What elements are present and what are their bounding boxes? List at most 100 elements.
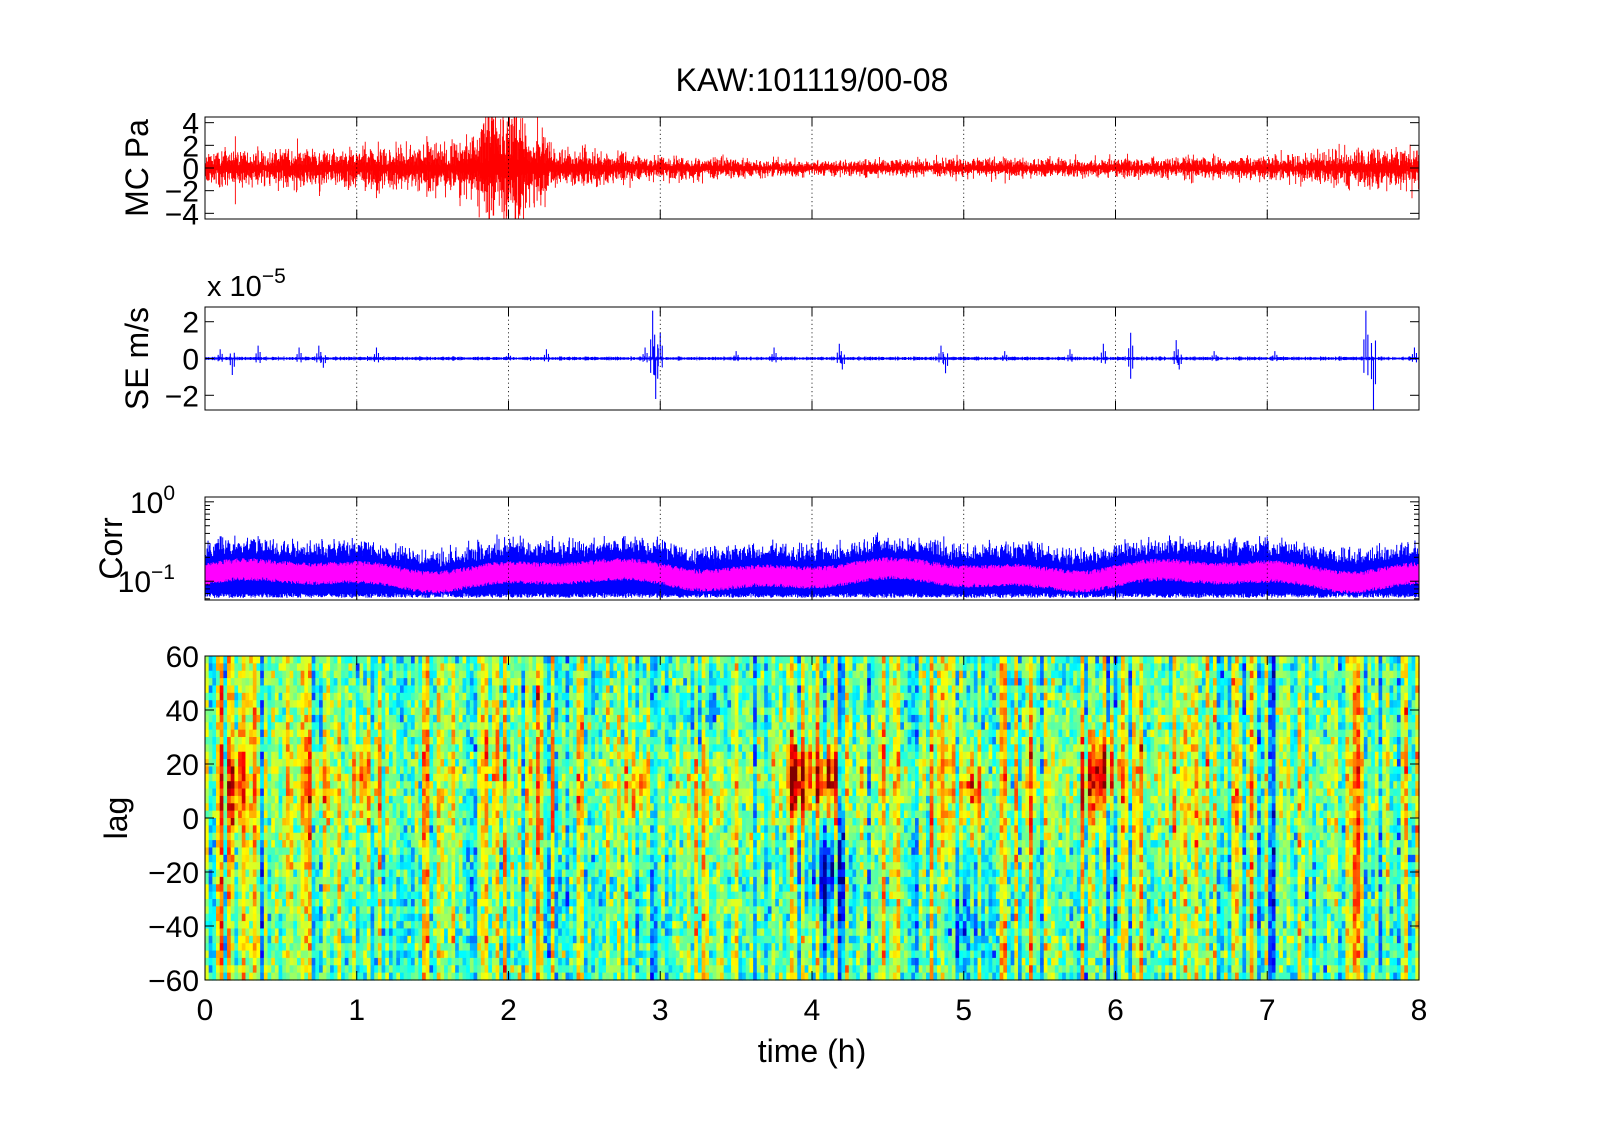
heatmap-cell	[403, 921, 408, 930]
heatmap-cell	[411, 803, 416, 812]
heatmap-cell	[319, 810, 324, 819]
heatmap-cell	[399, 678, 405, 687]
heatmap-cell	[536, 935, 541, 944]
heatmap-cell	[304, 913, 309, 922]
heatmap-cell	[300, 810, 305, 819]
heatmap-cell	[326, 656, 331, 664]
heatmap-cell	[458, 899, 464, 907]
heatmap-cell	[271, 884, 276, 893]
heatmap-cell	[418, 899, 423, 907]
heatmap-cell	[385, 840, 390, 849]
heatmap-cell	[282, 921, 287, 930]
heatmap-cell	[569, 943, 574, 952]
heatmap-cell	[425, 825, 431, 834]
heatmap-cell	[260, 965, 265, 974]
heatmap-cell	[580, 862, 585, 871]
heatmap-cell	[466, 759, 471, 768]
heatmap-cell	[241, 957, 247, 966]
heatmap-cell	[348, 700, 353, 709]
heatmap-cell	[514, 869, 519, 878]
heatmap-cell	[223, 847, 228, 856]
heatmap-cell	[477, 670, 482, 679]
heatmap-cell	[263, 891, 269, 900]
heatmap-cell	[245, 913, 250, 922]
heatmap-cell	[598, 935, 603, 944]
heatmap-cell	[289, 965, 294, 974]
heatmap-cell	[223, 965, 228, 974]
heatmap-cell	[352, 818, 357, 826]
heatmap-cell	[451, 965, 456, 974]
heatmap-cell	[550, 825, 556, 834]
heatmap-cell	[425, 840, 431, 849]
heatmap-cell	[396, 818, 401, 826]
heatmap-cell	[256, 899, 261, 907]
heatmap-cell	[241, 876, 247, 885]
heatmap-cell	[469, 766, 475, 775]
heatmap-cell	[514, 935, 519, 944]
heatmap-cell	[473, 869, 478, 878]
heatmap-cell	[550, 678, 556, 687]
heatmap-cell	[576, 803, 581, 812]
heatmap-cell	[598, 921, 603, 930]
heatmap-cell	[594, 950, 600, 959]
heatmap-cell	[521, 906, 526, 915]
heatmap-cell	[330, 913, 335, 922]
heatmap-cell	[396, 781, 401, 790]
heatmap-cell	[304, 972, 309, 981]
heatmap-cell	[510, 678, 515, 687]
heatmap-cell	[374, 707, 379, 716]
heatmap-cell	[491, 869, 497, 878]
heatmap-cell	[558, 965, 563, 974]
heatmap-cell	[223, 803, 228, 812]
heatmap-cell	[241, 678, 247, 687]
heatmap-cell	[536, 678, 541, 687]
heatmap-cell	[525, 832, 530, 841]
heatmap-cell	[330, 921, 335, 930]
heatmap-cell	[480, 751, 486, 760]
heatmap-cell	[205, 818, 210, 826]
heatmap-cell	[337, 950, 342, 959]
heatmap-cell	[499, 781, 504, 790]
heatmap-cell	[565, 803, 570, 812]
heatmap-cell	[451, 832, 456, 841]
heatmap-cell	[319, 891, 324, 900]
heatmap-cell	[234, 862, 239, 871]
heatmap-cell	[278, 840, 283, 849]
heatmap-cell	[249, 729, 254, 738]
heatmap-cell	[333, 862, 339, 871]
heatmap-cell	[594, 737, 600, 745]
heatmap-cell	[433, 818, 438, 826]
heatmap-cell	[528, 921, 534, 930]
heatmap-cell	[411, 943, 416, 952]
heatmap-cell	[396, 832, 401, 841]
heatmap-cell	[403, 744, 408, 753]
heatmap-cell	[547, 832, 552, 841]
heatmap-cell	[418, 692, 423, 701]
heatmap-cell	[576, 847, 581, 856]
heatmap-cell	[223, 943, 228, 952]
heatmap-cell	[311, 899, 316, 907]
heatmap-cell	[591, 685, 596, 694]
heatmap-cell	[510, 714, 515, 723]
heatmap-cell	[359, 729, 364, 738]
heatmap-cell	[602, 943, 607, 952]
heatmap-cell	[532, 781, 537, 790]
heatmap-cell	[344, 921, 350, 930]
heatmap-cell	[330, 847, 335, 856]
heatmap-cell	[293, 862, 298, 871]
heatmap-cell	[278, 722, 283, 731]
heatmap-cell	[208, 685, 213, 694]
heatmap-cell	[370, 692, 375, 701]
heatmap-cell	[587, 803, 592, 812]
heatmap-cell	[385, 722, 390, 731]
heatmap-cell	[285, 906, 291, 915]
heatmap-cell	[208, 656, 213, 664]
heatmap-cell	[583, 943, 589, 952]
heatmap-cell	[543, 707, 548, 716]
heatmap-cell	[377, 759, 383, 768]
heatmap-cell	[241, 921, 247, 930]
heatmap-cell	[502, 957, 508, 966]
heatmap-cell	[333, 656, 339, 664]
heatmap-cell	[447, 935, 453, 944]
heatmap-cell	[543, 795, 548, 804]
